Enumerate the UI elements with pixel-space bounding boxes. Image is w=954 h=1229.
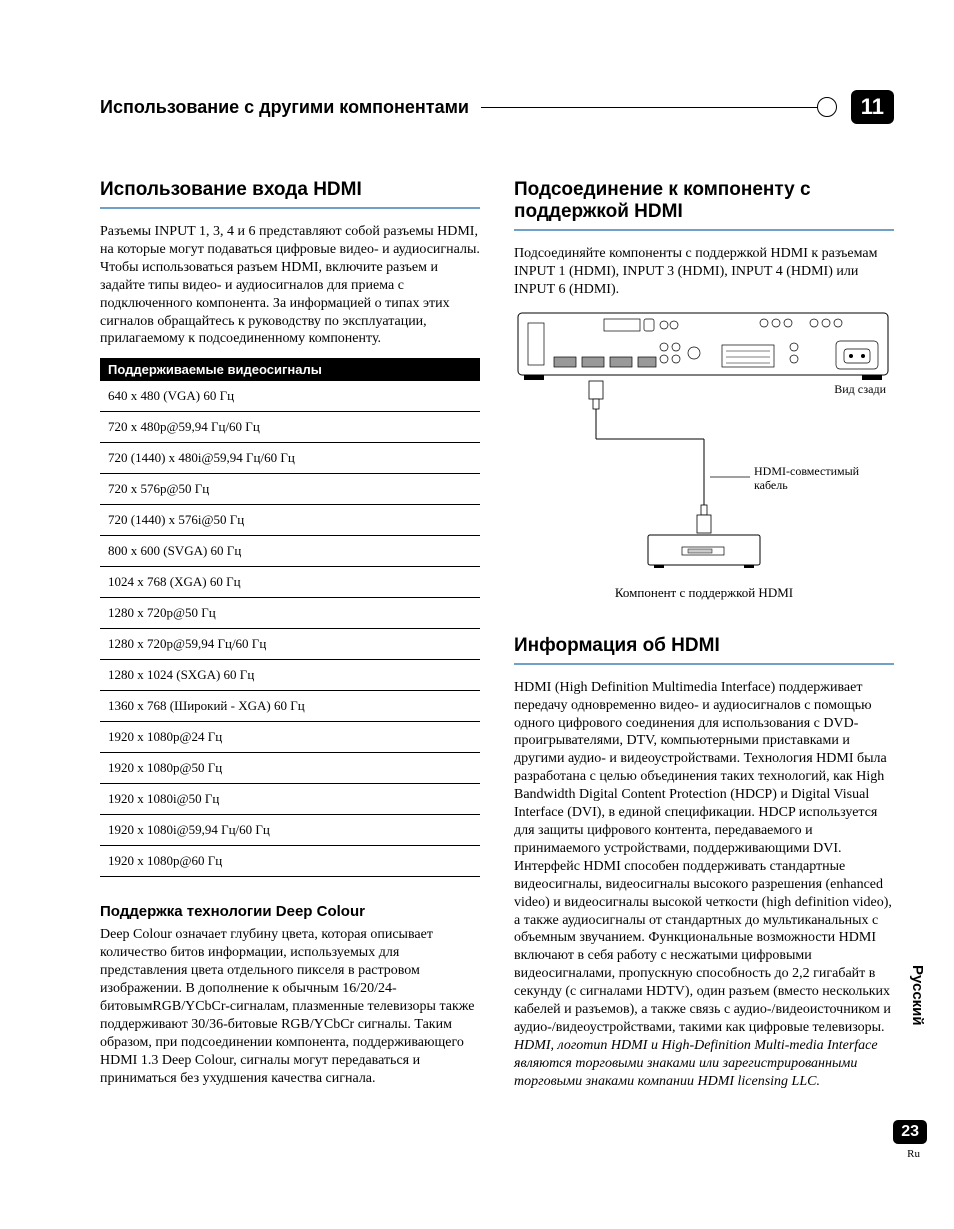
paragraph-deep-colour: Deep Colour означает глубину цвета, кото… — [100, 926, 480, 1087]
signals-table-header: Поддерживаемые видеосигналы — [100, 358, 480, 381]
paragraph-hdmi-input: Разъемы INPUT 1, 3, 4 и 6 представляют с… — [100, 223, 480, 348]
paragraph-connect-hdmi: Подсоединяйте компоненты с поддержкой HD… — [514, 245, 894, 299]
chapter-bar: Использование с другими компонентами 11 — [100, 90, 894, 124]
hdmi-trademark-text: HDMI, логотип HDMI и High-Definition Mul… — [514, 1038, 878, 1089]
heading-hdmi-input: Использование входа HDMI — [100, 179, 480, 201]
signal-row: 720 (1440) x 576i@50 Гц — [100, 505, 480, 536]
page-language-code: Ru — [907, 1148, 920, 1160]
hdmi-info-text: HDMI (High Definition Multimedia Interfa… — [514, 680, 892, 1035]
two-column-layout: Использование входа HDMI Разъемы INPUT 1… — [100, 179, 894, 1101]
signal-row: 1920 x 1080p@50 Гц — [100, 753, 480, 784]
heading-underline — [514, 663, 894, 665]
signal-row: 1024 x 768 (XGA) 60 Гц — [100, 567, 480, 598]
diagram-caption: Компонент с поддержкой HDMI — [514, 585, 894, 601]
right-column: Подсоединение к компоненту с поддержкой … — [514, 179, 894, 1101]
signal-row: 720 x 576p@50 Гц — [100, 474, 480, 505]
heading-underline — [514, 229, 894, 231]
page: Использование с другими компонентами 11 … — [0, 0, 954, 1141]
connection-diagram: Вид сзади HDMI-совмести — [514, 309, 894, 581]
signal-row: 640 x 480 (VGA) 60 Гц — [100, 381, 480, 412]
paragraph-hdmi-info: HDMI (High Definition Multimedia Interfa… — [514, 679, 894, 1091]
signal-row: 1920 x 1080p@60 Гц — [100, 846, 480, 877]
signal-row: 1920 x 1080p@24 Гц — [100, 722, 480, 753]
label-rear-view: Вид сзади — [834, 382, 886, 396]
heading-deep-colour: Поддержка технологии Deep Colour — [100, 903, 480, 920]
chapter-line — [481, 107, 827, 108]
signals-table: Поддерживаемые видеосигналы 640 x 480 (V… — [100, 358, 480, 877]
signal-row: 1920 x 1080i@50 Гц — [100, 784, 480, 815]
signal-row: 800 x 600 (SVGA) 60 Гц — [100, 536, 480, 567]
chapter-title: Использование с другими компонентами — [100, 97, 481, 118]
page-number-badge: 23 — [893, 1120, 927, 1144]
label-hdmi-cable-l1: HDMI-совместимый — [754, 464, 860, 478]
heading-hdmi-info: Информация об HDMI — [514, 635, 894, 657]
signal-row: 1280 x 720p@59,94 Гц/60 Гц — [100, 629, 480, 660]
left-column: Использование входа HDMI Разъемы INPUT 1… — [100, 179, 480, 1101]
label-hdmi-cable-l2: кабель — [754, 478, 788, 492]
signal-row: 1280 x 1024 (SXGA) 60 Гц — [100, 660, 480, 691]
signal-row: 1920 x 1080i@59,94 Гц/60 Гц — [100, 815, 480, 846]
signal-row: 720 (1440) x 480i@59,94 Гц/60 Гц — [100, 443, 480, 474]
heading-underline — [100, 207, 480, 209]
signal-row: 1280 x 720p@50 Гц — [100, 598, 480, 629]
language-side-tab: Русский — [909, 965, 926, 1026]
chapter-number-badge: 11 — [851, 90, 894, 124]
signal-row: 720 x 480p@59,94 Гц/60 Гц — [100, 412, 480, 443]
signal-row: 1360 x 768 (Широкий - XGA) 60 Гц — [100, 691, 480, 722]
chapter-line-endcap — [817, 97, 837, 117]
heading-connect-hdmi: Подсоединение к компоненту с поддержкой … — [514, 179, 894, 223]
